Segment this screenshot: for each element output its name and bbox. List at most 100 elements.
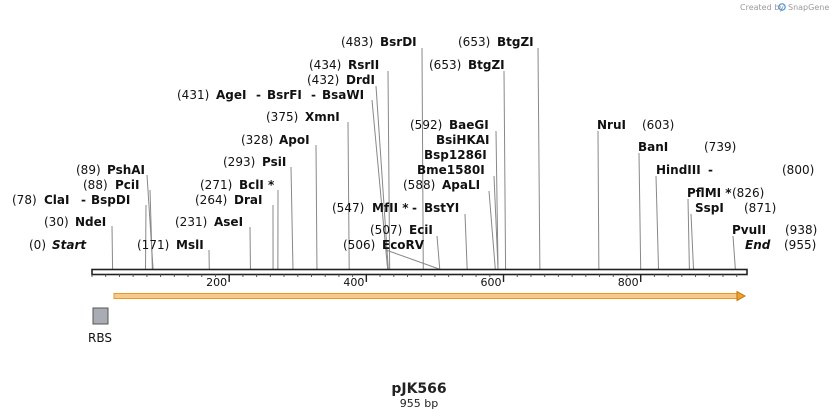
site-label-rsrii[interactable]: RsrII: [348, 58, 379, 72]
site-label-apoi[interactable]: ApoI: [279, 133, 310, 147]
site-label-pcii[interactable]: PciI: [115, 178, 140, 192]
leader-drdi: [375, 85, 389, 270]
site-label-clai[interactable]: ClaI: [44, 193, 69, 207]
site-label-bspdi[interactable]: BspDI: [91, 193, 130, 207]
site-pos-ndei: (30): [44, 215, 69, 229]
svg-text:-: -: [256, 88, 261, 102]
site-pos-psii: (293): [223, 155, 255, 169]
site-pos-asei: (231): [175, 215, 207, 229]
site-label-apali[interactable]: ApaLI: [442, 178, 480, 192]
site-label-bsawi[interactable]: BsaWI: [322, 88, 364, 102]
site-label-pflmi[interactable]: HindIII: [656, 163, 701, 177]
site-pos-pflmi: (800): [782, 163, 814, 177]
plasmid-title: pJK566: [391, 381, 446, 397]
scale-label-400: 400: [343, 276, 364, 289]
site-label-hindiii[interactable]: BanI: [638, 140, 668, 154]
site-label-psii[interactable]: PsiI: [262, 155, 286, 169]
credit-text: Created by: [740, 3, 784, 12]
scale-label-800: 800: [618, 276, 639, 289]
site-label-bsrdi[interactable]: BsrDI: [380, 35, 417, 49]
site-pos-apali: (588): [403, 178, 435, 192]
site-label-pshai[interactable]: PshAI: [107, 163, 145, 177]
plasmid-length: 955 bp: [400, 397, 438, 410]
svg-text:-: -: [708, 163, 713, 177]
leader-sspi: [687, 198, 690, 270]
site-label-bani[interactable]: NruI: [597, 118, 626, 132]
site-pos-pcii: (88): [83, 178, 108, 192]
site-label-start[interactable]: Start: [52, 238, 87, 252]
leader-hindiii: [638, 152, 642, 270]
site-pos-drai: (264): [195, 193, 227, 207]
site-label-ecii[interactable]: EciI: [409, 223, 433, 237]
leader-rsrii: [387, 70, 391, 270]
scale-label-600: 600: [481, 276, 502, 289]
site-pos-hindiii: (739): [704, 140, 736, 154]
site-label-bsihkai[interactable]: BsiHKAI: [436, 133, 490, 147]
leader-bsrdi: [421, 47, 424, 270]
site-label-bme1580i[interactable]: Bme1580I: [417, 163, 485, 177]
site-pos-btgzi: (653): [458, 35, 490, 49]
site-pos-rsrii: (434): [309, 58, 341, 72]
leader-ndei: [111, 225, 114, 270]
scale-label-200: 200: [206, 276, 227, 289]
leader-mfii: [464, 213, 468, 270]
site-pos-mlui: (871): [744, 201, 776, 215]
cds-arrow[interactable]: [113, 290, 747, 302]
site-leader-lines: [111, 47, 736, 270]
site-pos-drdi: (432): [307, 73, 339, 87]
site-label-mfli[interactable]: MfII *: [372, 201, 409, 215]
site-pos-start: (0): [29, 238, 46, 252]
site-pos-bcli: (271): [200, 178, 232, 192]
site-label-nrui[interactable]: BtgZI: [468, 58, 505, 72]
site-pos-bani: (603): [642, 118, 674, 132]
site-label-xmni[interactable]: XmnI: [305, 110, 340, 124]
site-pos-bsrdi: (483): [341, 35, 373, 49]
site-pos-msli: (171): [137, 238, 169, 252]
site-label-baegi[interactable]: BaeGI: [449, 118, 489, 132]
site-pos-end: (955): [784, 238, 816, 252]
leader-pflmi: [655, 175, 660, 270]
site-label-btgzi[interactable]: BtgZI: [497, 35, 534, 49]
leader-pshai: [146, 174, 154, 270]
leader-clai: [144, 204, 147, 270]
site-pos-pshai: (89): [76, 163, 101, 177]
site-label-msli[interactable]: MslI: [176, 238, 204, 252]
site-pos-clai: (78): [12, 193, 37, 207]
leader-bani: [597, 130, 600, 270]
svg-text:-: -: [311, 88, 316, 102]
site-label-bsp1286i[interactable]: Bsp1286I: [424, 148, 487, 162]
leader-apoi: [315, 144, 318, 270]
rbs-feature[interactable]: [92, 307, 109, 325]
site-label-sspi[interactable]: PflMI *: [687, 186, 732, 200]
site-pos-sspi: (826): [732, 186, 764, 200]
site-labels: (0) Start (171) MslI (506) EcoRV End (95…: [12, 35, 817, 252]
site-pos-baegi: (592): [410, 118, 442, 132]
site-label-asei[interactable]: AseI: [214, 215, 243, 229]
credit-brand: SnapGene: [788, 3, 829, 12]
snapgene-logo-icon: [778, 3, 786, 11]
site-label-mlui[interactable]: SspI: [695, 201, 724, 215]
leader-psii: [290, 166, 294, 270]
site-pos-xmni: (375): [266, 110, 298, 124]
site-pos-nrui: (653): [429, 58, 461, 72]
leader-btgzi: [537, 47, 541, 270]
sequence-backbone: [91, 268, 748, 276]
site-label-bcli[interactable]: BclI *: [239, 178, 275, 192]
site-label-bstyi[interactable]: BstYI: [424, 201, 459, 215]
site-label-drai[interactable]: DraI: [234, 193, 262, 207]
site-label-end[interactable]: End: [745, 238, 771, 252]
site-label-pvuii[interactable]: PvuII: [732, 223, 766, 237]
leader-baegi: [495, 130, 499, 270]
site-pos-mfli: (547): [332, 201, 364, 215]
leader-pvuii: [732, 235, 736, 270]
site-label-drdi[interactable]: DrdI: [346, 73, 375, 87]
site-label-bsrfi[interactable]: BsrFI: [267, 88, 302, 102]
rbs-label: RBS: [88, 331, 112, 345]
leader-xmni: [347, 121, 350, 270]
site-label-ndei[interactable]: NdeI: [75, 215, 106, 229]
site-label-agei[interactable]: AgeI: [216, 88, 246, 102]
site-label-ecorv[interactable]: EcoRV: [382, 238, 425, 252]
site-pos-pvuii: (938): [785, 223, 817, 237]
leader-mlui: [690, 213, 695, 270]
scale-ruler: 200 400 600 800: [91, 274, 738, 289]
